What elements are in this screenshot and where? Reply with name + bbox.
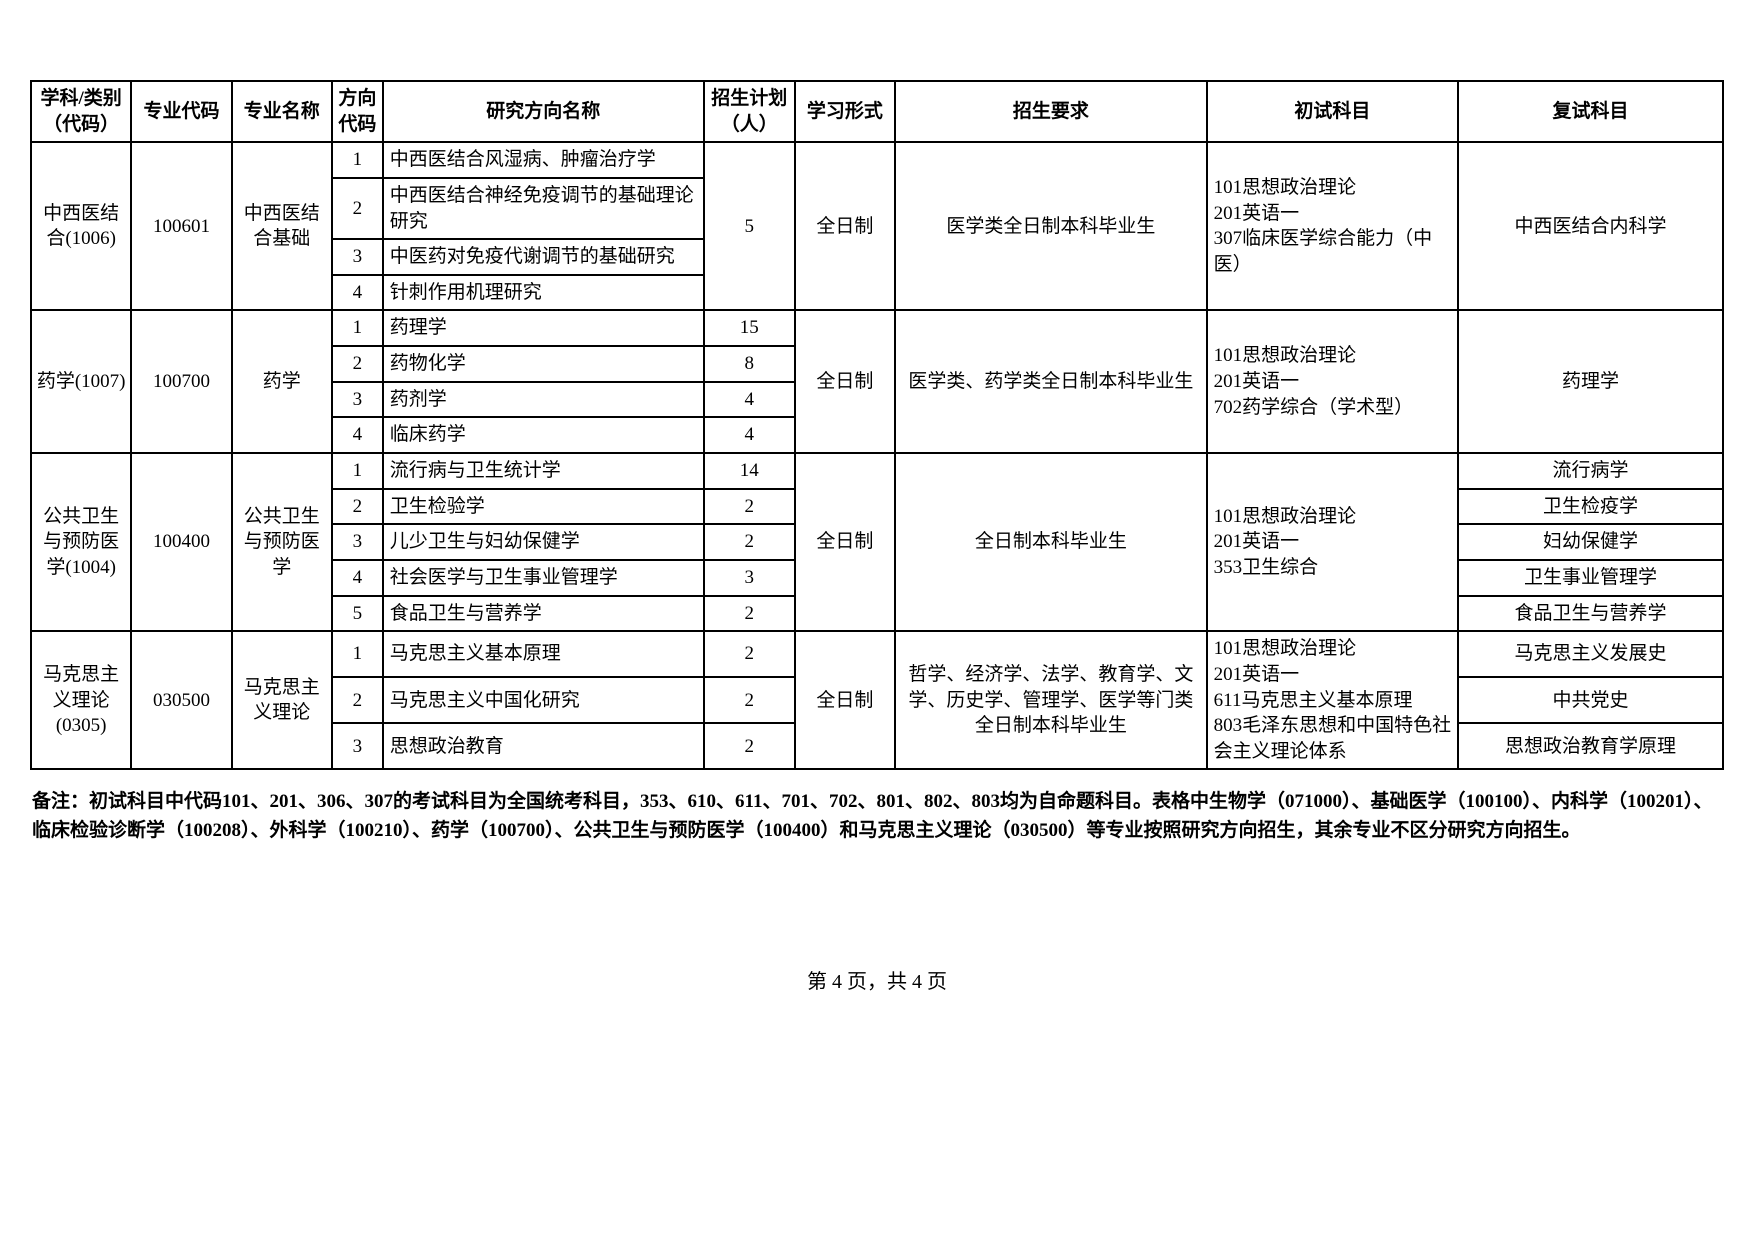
dir-name-cell: 马克思主义中国化研究 [383, 677, 704, 723]
dir-code-cell: 1 [332, 631, 383, 677]
major-code-cell: 030500 [131, 631, 231, 769]
dir-code-cell: 2 [332, 178, 383, 239]
dir-name-cell: 中西医结合神经免疫调节的基础理论研究 [383, 178, 704, 239]
dir-code-cell: 3 [332, 239, 383, 275]
exam1-cell: 101思想政治理论201英语一702药学综合（学术型） [1207, 310, 1458, 453]
major-name-cell: 药学 [232, 310, 332, 453]
exam2-cell: 马克思主义发展史 [1458, 631, 1723, 677]
major-name-cell: 公共卫生与预防医学 [232, 453, 332, 631]
plan-cell: 8 [704, 346, 795, 382]
header-exam1: 初试科目 [1207, 81, 1458, 142]
discipline-cell: 马克思主义理论(0305) [31, 631, 131, 769]
dir-code-cell: 4 [332, 275, 383, 311]
table-row: 药学(1007)100700药学1药理学15全日制医学类、药学类全日制本科毕业生… [31, 310, 1723, 346]
dir-name-cell: 针刺作用机理研究 [383, 275, 704, 311]
dir-code-cell: 4 [332, 560, 383, 596]
dir-code-cell: 3 [332, 723, 383, 769]
exam2-cell: 中共党史 [1458, 677, 1723, 723]
plan-cell: 14 [704, 453, 795, 489]
exam2-cell: 流行病学 [1458, 453, 1723, 489]
exam2-cell: 思想政治教育学原理 [1458, 723, 1723, 769]
dir-name-cell: 儿少卫生与妇幼保健学 [383, 524, 704, 560]
header-dir-code: 方向代码 [332, 81, 383, 142]
header-dir-name: 研究方向名称 [383, 81, 704, 142]
dir-name-cell: 药理学 [383, 310, 704, 346]
major-code-cell: 100400 [131, 453, 231, 631]
header-discipline: 学科/类别（代码） [31, 81, 131, 142]
form-cell: 全日制 [795, 453, 895, 631]
plan-cell: 2 [704, 723, 795, 769]
table-row: 马克思主义理论(0305)030500马克思主义理论1马克思主义基本原理2全日制… [31, 631, 1723, 677]
dir-code-cell: 1 [332, 453, 383, 489]
dir-code-cell: 2 [332, 489, 383, 525]
plan-cell: 2 [704, 631, 795, 677]
dir-code-cell: 2 [332, 346, 383, 382]
dir-code-cell: 1 [332, 310, 383, 346]
exam2-cell: 食品卫生与营养学 [1458, 596, 1723, 632]
major-name-cell: 马克思主义理论 [232, 631, 332, 769]
dir-name-cell: 马克思主义基本原理 [383, 631, 704, 677]
major-name-cell: 中西医结合基础 [232, 142, 332, 310]
dir-name-cell: 思想政治教育 [383, 723, 704, 769]
exam1-cell: 101思想政治理论201英语一353卫生综合 [1207, 453, 1458, 631]
admissions-table: 学科/类别（代码） 专业代码 专业名称 方向代码 研究方向名称 招生计划（人） … [30, 80, 1724, 770]
dir-name-cell: 药物化学 [383, 346, 704, 382]
header-plan: 招生计划（人） [704, 81, 795, 142]
dir-code-cell: 2 [332, 677, 383, 723]
plan-cell: 2 [704, 677, 795, 723]
plan-cell: 15 [704, 310, 795, 346]
form-cell: 全日制 [795, 631, 895, 769]
dir-name-cell: 中医药对免疫代谢调节的基础研究 [383, 239, 704, 275]
dir-name-cell: 食品卫生与营养学 [383, 596, 704, 632]
dir-code-cell: 3 [332, 382, 383, 418]
form-cell: 全日制 [795, 142, 895, 310]
exam1-cell: 101思想政治理论201英语一307临床医学综合能力（中医） [1207, 142, 1458, 310]
req-cell: 医学类、药学类全日制本科毕业生 [895, 310, 1207, 453]
footnote: 备注：初试科目中代码101、201、306、307的考试科目为全国统考科目，35… [30, 788, 1724, 845]
req-cell: 医学类全日制本科毕业生 [895, 142, 1207, 310]
req-cell: 哲学、经济学、法学、教育学、文学、历史学、管理学、医学等门类全日制本科毕业生 [895, 631, 1207, 769]
table-header-row: 学科/类别（代码） 专业代码 专业名称 方向代码 研究方向名称 招生计划（人） … [31, 81, 1723, 142]
plan-cell: 2 [704, 524, 795, 560]
dir-code-cell: 4 [332, 417, 383, 453]
dir-name-cell: 流行病与卫生统计学 [383, 453, 704, 489]
exam2-cell: 药理学 [1458, 310, 1723, 453]
dir-code-cell: 1 [332, 142, 383, 178]
plan-cell: 5 [704, 142, 795, 310]
plan-cell: 4 [704, 382, 795, 418]
dir-name-cell: 社会医学与卫生事业管理学 [383, 560, 704, 596]
dir-name-cell: 中西医结合风湿病、肿瘤治疗学 [383, 142, 704, 178]
header-major-name: 专业名称 [232, 81, 332, 142]
discipline-cell: 中西医结合(1006) [31, 142, 131, 310]
form-cell: 全日制 [795, 310, 895, 453]
discipline-cell: 药学(1007) [31, 310, 131, 453]
table-row: 公共卫生与预防医学(1004)100400公共卫生与预防医学1流行病与卫生统计学… [31, 453, 1723, 489]
major-code-cell: 100601 [131, 142, 231, 310]
table-row: 中西医结合(1006)100601中西医结合基础1中西医结合风湿病、肿瘤治疗学5… [31, 142, 1723, 178]
header-req: 招生要求 [895, 81, 1207, 142]
dir-name-cell: 卫生检验学 [383, 489, 704, 525]
dir-code-cell: 5 [332, 596, 383, 632]
plan-cell: 2 [704, 596, 795, 632]
dir-name-cell: 药剂学 [383, 382, 704, 418]
plan-cell: 3 [704, 560, 795, 596]
exam2-cell: 妇幼保健学 [1458, 524, 1723, 560]
exam2-cell: 卫生事业管理学 [1458, 560, 1723, 596]
header-major-code: 专业代码 [131, 81, 231, 142]
dir-name-cell: 临床药学 [383, 417, 704, 453]
page-indicator: 第 4 页，共 4 页 [30, 965, 1724, 994]
plan-cell: 2 [704, 489, 795, 525]
req-cell: 全日制本科毕业生 [895, 453, 1207, 631]
plan-cell: 4 [704, 417, 795, 453]
discipline-cell: 公共卫生与预防医学(1004) [31, 453, 131, 631]
dir-code-cell: 3 [332, 524, 383, 560]
major-code-cell: 100700 [131, 310, 231, 453]
exam1-cell: 101思想政治理论201英语一611马克思主义基本原理803毛泽东思想和中国特色… [1207, 631, 1458, 769]
header-exam2: 复试科目 [1458, 81, 1723, 142]
exam2-cell: 卫生检疫学 [1458, 489, 1723, 525]
header-form: 学习形式 [795, 81, 895, 142]
exam2-cell: 中西医结合内科学 [1458, 142, 1723, 310]
